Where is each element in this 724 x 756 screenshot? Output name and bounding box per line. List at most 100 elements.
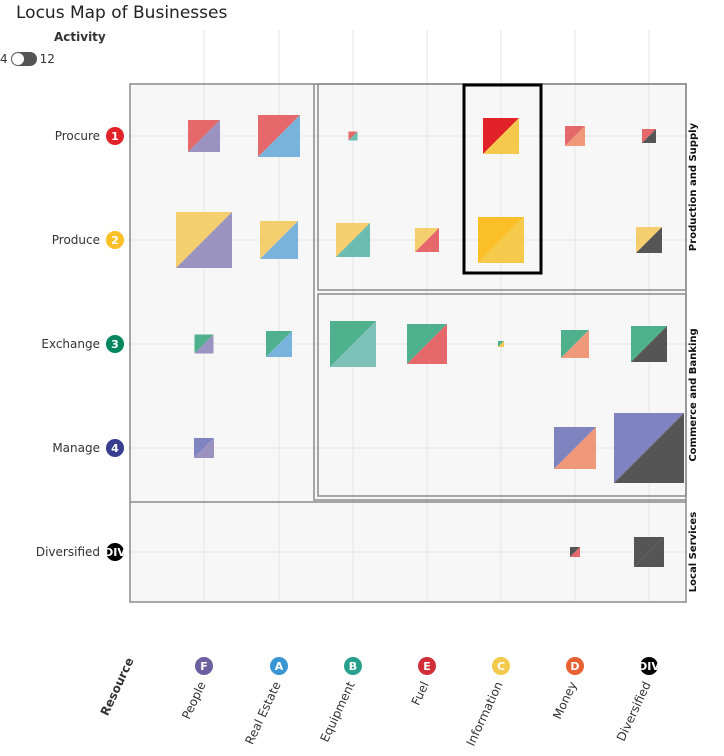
column-badge (640, 657, 658, 675)
column-badge-text: C (497, 660, 505, 673)
cell-r0-c6 (642, 129, 656, 143)
activity-toggle-row: 4 12 (0, 52, 55, 66)
cell-bottom-triangle (614, 413, 684, 483)
cell-r1-c0 (176, 212, 232, 268)
row-badge-text: DIV (104, 546, 126, 559)
resource-axis-label: Resource (98, 655, 137, 718)
inner-corner-line (313, 84, 686, 501)
column-badge (270, 657, 288, 675)
group-label: Commerce and Banking (688, 328, 699, 461)
cell-r0-c0 (188, 120, 220, 152)
cell-r2-c3 (407, 324, 447, 364)
cell-bottom-triangle (478, 217, 524, 263)
cell-bottom-triangle (498, 341, 504, 347)
cell-bottom-triangle (194, 438, 214, 458)
activity-toggle[interactable] (10, 52, 37, 66)
cells (176, 115, 684, 567)
column-badge-text: F (200, 660, 208, 673)
cell-bottom-triangle (260, 221, 298, 259)
row-badge (106, 335, 124, 353)
column-badge (195, 657, 213, 675)
row-badge (106, 231, 124, 249)
row-badge (106, 543, 124, 561)
cell-r3-c5 (554, 427, 596, 469)
cell-bottom-triangle (642, 129, 656, 143)
activity-label: Activity (54, 30, 106, 44)
column-badge (418, 657, 436, 675)
cell-bottom-triangle (634, 537, 664, 567)
cell-bottom-triangle (194, 334, 214, 354)
cell-bottom-triangle (483, 118, 519, 154)
row-label: Produce (52, 233, 100, 247)
group-label: Local Services (688, 512, 699, 592)
column-badge-text: A (275, 660, 284, 673)
cell-r1-c4 (478, 217, 524, 263)
row-badge-text: 1 (111, 130, 119, 143)
row-label: Manage (52, 441, 100, 455)
cell-bottom-triangle (565, 126, 585, 146)
row-label: Diversified (36, 545, 100, 559)
cell-bottom-triangle (407, 324, 447, 364)
page-title: Locus Map of Businesses (16, 3, 228, 23)
cell-bottom-triangle (561, 330, 589, 358)
highlight-box (462, 83, 543, 275)
cell-bottom-triangle (554, 427, 596, 469)
cell-bottom-triangle (631, 326, 667, 362)
cell-r0-c5 (565, 126, 585, 146)
column-label: Real Estate (242, 679, 283, 746)
cell-r1-c2 (336, 223, 370, 257)
cell-bottom-triangle (348, 131, 358, 141)
cell-bottom-triangle (266, 331, 292, 357)
cell-bottom-triangle (415, 228, 439, 252)
cell-r3-c0 (194, 438, 214, 458)
cell-r0-c2 (348, 131, 358, 141)
activity-max-label: 12 (39, 52, 55, 66)
cell-bottom-triangle (336, 223, 370, 257)
cell-bottom-triangle (188, 120, 220, 152)
cell-r4-c6 (634, 537, 664, 567)
row-badge-text: 2 (111, 234, 119, 247)
column-badge (566, 657, 584, 675)
group-label: Production and Supply (688, 122, 699, 251)
row-badge-text: 3 (111, 338, 119, 351)
cell-r2-c2 (330, 321, 376, 367)
row-labels: Procure 1 Produce 2 Exchange 3 Manage 4 Diversif… (36, 127, 126, 561)
column-label: Diversified (614, 679, 654, 743)
cell-r3-c6 (614, 413, 684, 483)
cell-bottom-triangle (330, 321, 376, 367)
column-badge-text: E (423, 660, 431, 673)
column-badge (492, 657, 510, 675)
row-label: Exchange (41, 337, 100, 351)
column-label: Information (464, 679, 506, 748)
activity-min-label: 4 (0, 52, 8, 66)
column-label: Money (550, 679, 580, 721)
row-badge (106, 439, 124, 457)
column-badge-text: D (570, 660, 579, 673)
cell-r4-c5 (570, 547, 580, 557)
cell-r1-c6 (636, 227, 662, 253)
cell-bottom-triangle (570, 547, 580, 557)
cell-r1-c1 (260, 221, 298, 259)
gridlines (130, 30, 686, 602)
cell-bottom-triangle (258, 115, 300, 157)
column-label: Equipment (318, 679, 358, 744)
row-badge-text: 4 (111, 442, 119, 455)
group-panels (129, 83, 687, 603)
cell-r1-c3 (415, 228, 439, 252)
column-label: People (179, 679, 209, 721)
row-badge (106, 127, 124, 145)
cell-r2-c0 (194, 334, 214, 354)
cell-r0-c1 (258, 115, 300, 157)
cell-r0-c4 (483, 118, 519, 154)
toggle-knob (11, 53, 24, 65)
group-labels: Production and Supply Commerce and Bankin… (688, 122, 699, 592)
column-badge-text: B (349, 660, 357, 673)
cell-bottom-triangle (176, 212, 232, 268)
cell-bottom-triangle (636, 227, 662, 253)
cell-r2-c5 (561, 330, 589, 358)
commerce-banking-panel (317, 293, 687, 497)
column-badge-text: DIV (638, 660, 660, 673)
row-label: Procure (55, 129, 100, 143)
column-labels: F People A Real Estate B Equipment E Fuel C Infor… (98, 655, 661, 748)
